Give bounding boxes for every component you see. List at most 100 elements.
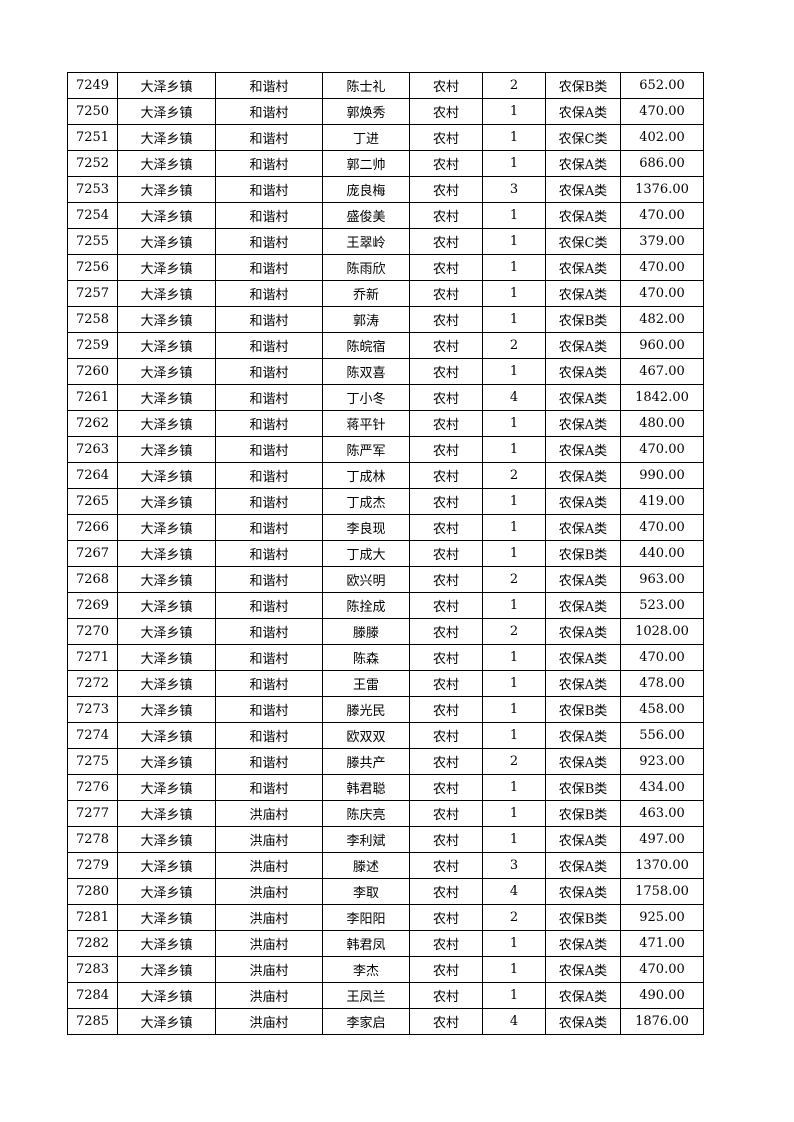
village-cell: 和谐村 [215, 202, 323, 229]
township-cell: 大泽乡镇 [117, 618, 216, 645]
amount-cell: 402.00 [620, 124, 704, 151]
village-cell: 和谐村 [215, 306, 323, 333]
village-cell: 洪庙村 [215, 982, 323, 1009]
row-number-cell: 7249 [67, 72, 118, 99]
name-cell: 王翠岭 [322, 228, 410, 255]
township-cell: 大泽乡镇 [117, 540, 216, 567]
amount-cell: 470.00 [620, 644, 704, 671]
household-count-cell: 1 [482, 982, 546, 1009]
table-row: 7268 大泽乡镇 和谐村 欧兴明 农村 2 农保A类 963.00 [67, 566, 704, 593]
row-number-cell: 7280 [67, 878, 118, 905]
name-cell: 郭二帅 [322, 150, 410, 177]
township-cell: 大泽乡镇 [117, 748, 216, 775]
table-row: 7284 大泽乡镇 洪庙村 王凤兰 农村 1 农保A类 490.00 [67, 982, 704, 1009]
row-number-cell: 7272 [67, 670, 118, 697]
amount-cell: 1370.00 [620, 852, 704, 879]
township-cell: 大泽乡镇 [117, 488, 216, 515]
amount-cell: 490.00 [620, 982, 704, 1009]
insurance-category-cell: 农保A类 [545, 280, 621, 307]
amount-cell: 440.00 [620, 540, 704, 567]
insurance-category-cell: 农保B类 [545, 904, 621, 931]
table-row: 7259 大泽乡镇 和谐村 陈皖宿 农村 2 农保A类 960.00 [67, 332, 704, 359]
name-cell: 滕光民 [322, 696, 410, 723]
row-number-cell: 7281 [67, 904, 118, 931]
amount-cell: 471.00 [620, 930, 704, 957]
village-cell: 洪庙村 [215, 852, 323, 879]
table-row: 7256 大泽乡镇 和谐村 陈雨欣 农村 1 农保A类 470.00 [67, 254, 704, 281]
village-cell: 洪庙村 [215, 904, 323, 931]
row-number-cell: 7262 [67, 410, 118, 437]
area-type-cell: 农村 [409, 358, 483, 385]
name-cell: 李阳阳 [322, 904, 410, 931]
amount-cell: 1842.00 [620, 384, 704, 411]
township-cell: 大泽乡镇 [117, 124, 216, 151]
township-cell: 大泽乡镇 [117, 150, 216, 177]
name-cell: 丁小冬 [322, 384, 410, 411]
name-cell: 丁进 [322, 124, 410, 151]
table-row: 7283 大泽乡镇 洪庙村 李杰 农村 1 农保A类 470.00 [67, 956, 704, 983]
village-cell: 和谐村 [215, 228, 323, 255]
row-number-cell: 7257 [67, 280, 118, 307]
name-cell: 陈森 [322, 644, 410, 671]
insurance-category-cell: 农保B类 [545, 774, 621, 801]
insurance-category-cell: 农保A类 [545, 514, 621, 541]
insurance-category-cell: 农保C类 [545, 228, 621, 255]
name-cell: 陈严军 [322, 436, 410, 463]
township-cell: 大泽乡镇 [117, 852, 216, 879]
village-cell: 和谐村 [215, 696, 323, 723]
village-cell: 和谐村 [215, 774, 323, 801]
row-number-cell: 7275 [67, 748, 118, 775]
table-row: 7281 大泽乡镇 洪庙村 李阳阳 农村 2 农保B类 925.00 [67, 904, 704, 931]
insurance-category-cell: 农保A类 [545, 332, 621, 359]
village-cell: 洪庙村 [215, 826, 323, 853]
area-type-cell: 农村 [409, 488, 483, 515]
insurance-category-cell: 农保A类 [545, 878, 621, 905]
name-cell: 李取 [322, 878, 410, 905]
amount-cell: 480.00 [620, 410, 704, 437]
name-cell: 滕述 [322, 852, 410, 879]
household-count-cell: 1 [482, 800, 546, 827]
area-type-cell: 农村 [409, 592, 483, 619]
insurance-category-cell: 农保A类 [545, 982, 621, 1009]
insurance-category-cell: 农保B类 [545, 306, 621, 333]
insurance-category-cell: 农保A类 [545, 956, 621, 983]
insurance-category-cell: 农保A类 [545, 618, 621, 645]
area-type-cell: 农村 [409, 618, 483, 645]
amount-cell: 990.00 [620, 462, 704, 489]
name-cell: 李家启 [322, 1008, 410, 1035]
township-cell: 大泽乡镇 [117, 384, 216, 411]
amount-cell: 1758.00 [620, 878, 704, 905]
township-cell: 大泽乡镇 [117, 800, 216, 827]
village-cell: 和谐村 [215, 748, 323, 775]
table-row: 7263 大泽乡镇 和谐村 陈严军 农村 1 农保A类 470.00 [67, 436, 704, 463]
row-number-cell: 7263 [67, 436, 118, 463]
row-number-cell: 7285 [67, 1008, 118, 1035]
amount-cell: 470.00 [620, 956, 704, 983]
village-cell: 和谐村 [215, 332, 323, 359]
amount-cell: 963.00 [620, 566, 704, 593]
amount-cell: 1028.00 [620, 618, 704, 645]
row-number-cell: 7258 [67, 306, 118, 333]
township-cell: 大泽乡镇 [117, 696, 216, 723]
name-cell: 陈庆亮 [322, 800, 410, 827]
amount-cell: 434.00 [620, 774, 704, 801]
table-row: 7253 大泽乡镇 和谐村 庞良梅 农村 3 农保A类 1376.00 [67, 176, 704, 203]
area-type-cell: 农村 [409, 540, 483, 567]
amount-cell: 470.00 [620, 254, 704, 281]
row-number-cell: 7282 [67, 930, 118, 957]
table-row: 7249 大泽乡镇 和谐村 陈士礼 农村 2 农保B类 652.00 [67, 72, 704, 99]
household-count-cell: 1 [482, 644, 546, 671]
area-type-cell: 农村 [409, 930, 483, 957]
area-type-cell: 农村 [409, 254, 483, 281]
township-cell: 大泽乡镇 [117, 592, 216, 619]
township-cell: 大泽乡镇 [117, 280, 216, 307]
village-cell: 和谐村 [215, 280, 323, 307]
row-number-cell: 7252 [67, 150, 118, 177]
name-cell: 陈拴成 [322, 592, 410, 619]
area-type-cell: 农村 [409, 176, 483, 203]
name-cell: 郭焕秀 [322, 98, 410, 125]
amount-cell: 556.00 [620, 722, 704, 749]
row-number-cell: 7261 [67, 384, 118, 411]
area-type-cell: 农村 [409, 644, 483, 671]
row-number-cell: 7259 [67, 332, 118, 359]
